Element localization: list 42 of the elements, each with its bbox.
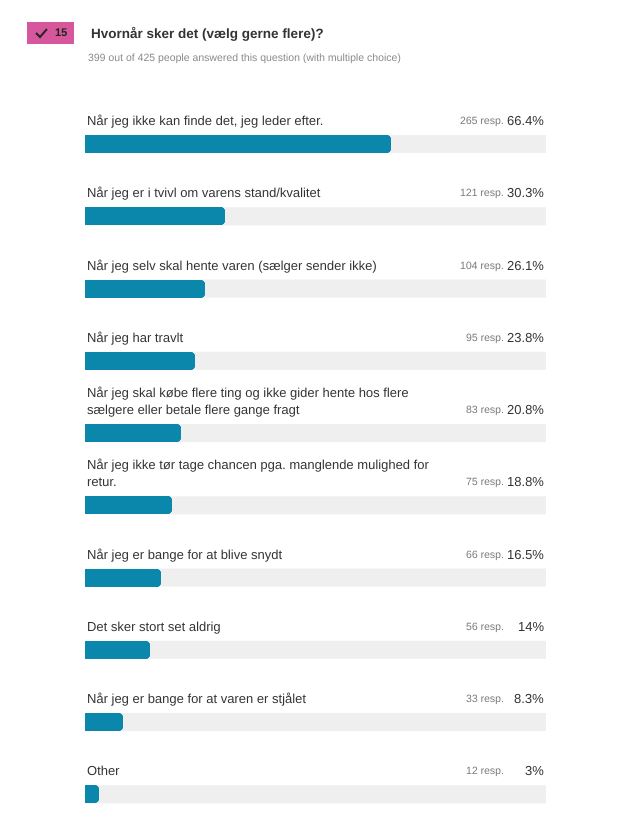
y-tick-label: Other: [87, 763, 120, 778]
data-label: 18.8%: [507, 474, 544, 489]
bar: [85, 785, 99, 803]
y-tick-label: Når jeg ikke kan finde det, jeg leder efter.: [87, 113, 324, 128]
annotation: 75 resp.: [466, 476, 504, 488]
bar: [85, 280, 205, 298]
data-label: 3%: [525, 763, 544, 778]
annotation: 121 resp.: [460, 187, 504, 199]
data-label: 66.4%: [507, 113, 544, 128]
data-label: 30.3%: [507, 185, 544, 200]
bar: [85, 352, 195, 370]
y-tick-label: Når jeg er bange for at blive snydt: [87, 547, 282, 562]
y-tick-label: Når jeg selv skal hente varen (sælger sender ikke): [87, 258, 377, 273]
data-label: 14%: [518, 619, 544, 634]
data-label: 20.8%: [507, 402, 544, 417]
y-tick-label: Når jeg er i tvivl om varens stand/kvalitet: [87, 185, 321, 200]
bar: [85, 424, 181, 442]
bar: [85, 569, 161, 587]
y-tick-label: Når jeg er bange for at varen er stjålet: [87, 691, 306, 706]
data-label: 8.3%: [514, 691, 544, 706]
data-label: 16.5%: [507, 547, 544, 562]
annotation: 104 resp.: [460, 260, 504, 272]
data-label: 26.1%: [507, 258, 544, 273]
annotation: 66 resp.: [466, 549, 504, 561]
chart-title: Hvornår sker det (vælg gerne flere)?: [91, 26, 324, 41]
annotation: 12 resp.: [466, 765, 504, 777]
bar: [85, 496, 172, 514]
y-tick-label: Når jeg skal købe flere ting og ikke gider hente hos flere sælgere eller betale flere gange fragt: [87, 385, 409, 417]
bar: [85, 207, 225, 225]
annotation: 33 resp.: [466, 693, 504, 705]
annotation: 265 resp.: [460, 115, 504, 127]
bar: [85, 713, 123, 731]
text: 15: [55, 27, 68, 39]
annotation: 95 resp.: [466, 332, 504, 344]
bar: [85, 641, 150, 659]
annotation: 56 resp.: [466, 621, 504, 633]
y-tick-label: Det sker stort set aldrig: [87, 619, 221, 634]
annotation: 83 resp.: [466, 404, 504, 416]
chart-subtitle: 399 out of 425 people answered this question (with multiple choice): [88, 52, 401, 64]
data-label: 23.8%: [507, 330, 544, 345]
y-tick-label: Når jeg ikke tør tage chancen pga. manglende mulighed for retur.: [87, 457, 430, 489]
y-tick-label: Når jeg har travlt: [87, 330, 184, 345]
